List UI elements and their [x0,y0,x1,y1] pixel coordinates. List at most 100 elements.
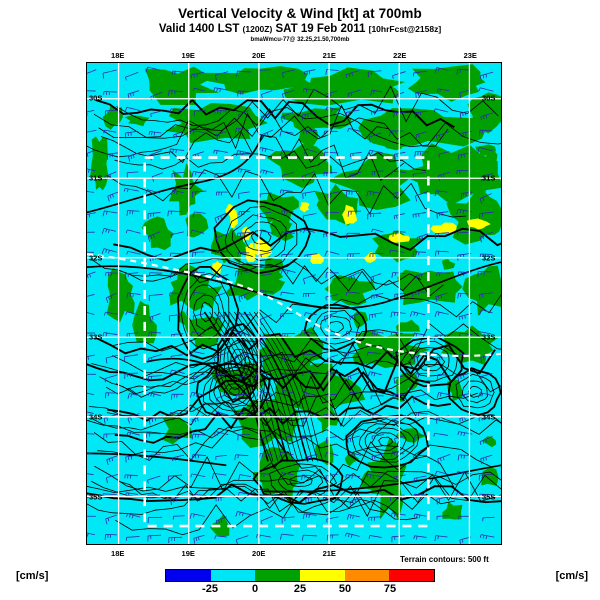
lon-tick-bottom-20E: 20E [252,549,266,558]
wind-barb [127,229,141,234]
wind-barb [480,454,493,460]
wind-barb [479,211,494,214]
wind-barb [106,454,119,461]
wind-barb-feather [175,133,178,138]
wind-barb [215,535,228,538]
wind-barb-feather [261,453,264,458]
wind-barb-feather [436,374,439,381]
contour-line-closed [213,374,255,409]
political-boundary-dashed [87,253,501,357]
wind-barb [349,414,362,416]
wind-barb-feather [438,154,440,158]
wind-barb-feather [325,69,328,76]
wind-barb [415,110,428,114]
wind-barb-feather [132,154,135,159]
wind-barb-feather [302,392,305,396]
wind-barb-feather [167,90,170,97]
wind-barb-feather [306,331,309,336]
wind-barb [192,190,207,193]
wind-barb [238,168,251,172]
wind-barb-feather [463,432,466,437]
wind-barb [148,375,162,377]
wind-barb-feather [260,169,263,174]
wind-barb-feather [280,472,283,477]
wind-barb-feather [368,136,371,143]
wind-barb-feather [194,171,197,176]
wind-barb-feather [366,352,369,356]
colorbar-scale[interactable] [165,569,435,582]
wind-barb-feather [301,176,305,182]
wind-barb-feather [485,439,487,443]
vertical-velocity-region-yellow [229,209,238,229]
wind-barb-feather [437,190,439,195]
wind-barb-feather [132,92,134,96]
wind-barb-feather [438,134,441,139]
wind-barb-feather [192,494,195,500]
vertical-velocity-region-green [298,118,318,147]
subtitle-valid-time: Valid 1400 LST [158,23,243,35]
wind-barb-feather [390,331,393,336]
wind-barb [149,392,162,397]
wind-barb [215,109,228,112]
colorbar-tick-50: 50 [338,583,352,595]
wind-barb-feather [108,296,110,301]
wind-barb [87,354,95,357]
wind-barb [171,333,184,335]
vertical-velocity-region-green [344,451,360,467]
wind-barb [435,535,448,538]
wind-barb-feather [128,156,131,162]
wind-barb-feather [478,130,481,136]
wind-barb-feather [195,537,198,541]
wind-barb [147,189,161,194]
wind-barb [87,532,95,536]
wind-barb [305,148,318,153]
wind-barb-feather [463,455,465,459]
chart-subtitle: Valid 1400 LST (1200Z) SAT 19 Feb 2011 [… [0,22,600,36]
wind-barb-feather [259,319,263,325]
wind-barb-feather [190,473,193,478]
wind-barb-feather [237,492,240,496]
wind-barb [435,232,449,234]
wind-barb [416,272,428,276]
wind-barb [191,473,206,477]
wind-barb [345,70,360,75]
wind-barb [192,331,205,335]
wind-barb [412,212,427,215]
wind-barb-feather [238,114,240,119]
wind-barb-feather [434,470,438,477]
wind-barb-feather [130,417,132,421]
colorbar-tick-0: 0 [251,583,259,595]
wind-barb [282,268,296,273]
wind-barb-feather [457,431,460,436]
wind-barb [391,535,405,538]
wind-barb [346,330,361,334]
wind-barb-feather [373,90,375,94]
wind-barb-feather [194,418,196,423]
wind-barb [127,171,139,174]
wind-barb-feather [145,189,148,193]
wind-barb [258,273,272,277]
wind-barb-feather [485,456,487,461]
wind-barb [413,393,427,398]
wind-barb-feather [192,87,195,92]
lon-tick-top-20E: 20E [252,51,266,60]
wind-barb-feather [105,332,108,337]
contour-line-closed [455,373,495,409]
wind-barb-feather [352,500,354,505]
wind-barb-feather [213,358,217,364]
wind-barb-feather [280,534,282,540]
wind-barb-feather [464,315,466,319]
wind-barb-feather [191,419,194,424]
wind-barb-feather [145,432,148,439]
wind-barb-feather [109,174,112,178]
contour-line-closed [213,199,311,275]
wind-barb [104,210,118,214]
wind-barb [438,151,450,155]
wind-barb [480,129,492,132]
map-plot-area[interactable] [86,62,502,545]
wind-barb-feather [112,194,114,198]
wind-barb-feather [234,356,237,363]
wind-barb-feather [262,438,265,442]
wind-barb [87,212,96,215]
wind-barb [347,372,360,378]
